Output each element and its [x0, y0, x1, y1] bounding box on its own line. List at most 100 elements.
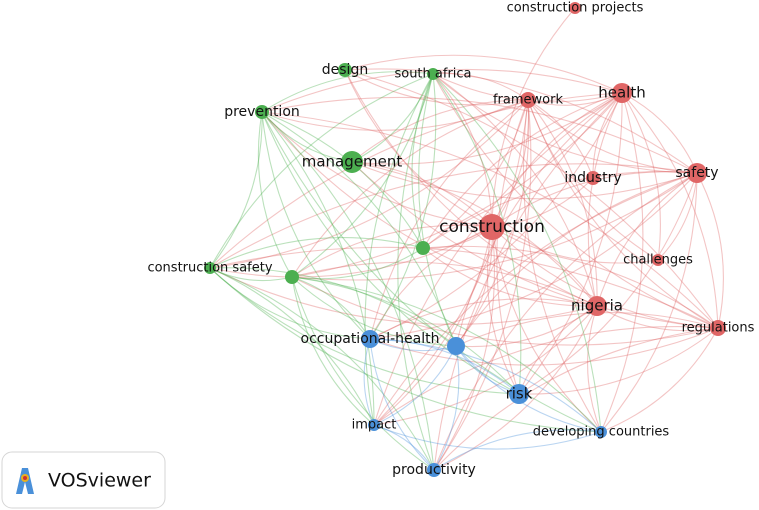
- node: [687, 163, 707, 183]
- node: [479, 214, 505, 240]
- edge: [587, 92, 623, 307]
- edge: [209, 267, 375, 426]
- edge: [209, 267, 457, 347]
- edge: [587, 305, 602, 433]
- logo-icon-core: [23, 476, 27, 480]
- node: [427, 463, 441, 477]
- edge: [496, 99, 529, 395]
- edge: [291, 224, 493, 278]
- node-label: safety: [675, 165, 718, 181]
- edge: [422, 247, 598, 307]
- node-label: challenges: [623, 253, 693, 268]
- edge: [291, 276, 435, 471]
- edge: [373, 172, 698, 426]
- edge: [344, 54, 623, 94]
- edge: [432, 73, 598, 307]
- edge: [373, 345, 457, 426]
- node-label: design: [322, 62, 368, 78]
- edge: [433, 99, 532, 471]
- edge: [261, 111, 457, 347]
- edge: [432, 73, 493, 228]
- edge: [455, 312, 719, 347]
- edge: [209, 267, 293, 282]
- edge: [369, 298, 598, 340]
- edge: [422, 92, 623, 249]
- node: [509, 384, 529, 404]
- edge: [455, 172, 698, 347]
- edge: [418, 73, 457, 347]
- edge: [433, 172, 698, 471]
- edge: [433, 226, 496, 471]
- edge: [491, 99, 530, 228]
- edge: [455, 92, 623, 347]
- edge: [369, 338, 602, 433]
- edge: [363, 338, 375, 426]
- edge: [433, 345, 460, 471]
- edge: [209, 246, 719, 329]
- edge: [527, 99, 594, 179]
- edge: [209, 267, 435, 471]
- edge: [209, 92, 623, 269]
- edge: [491, 92, 623, 228]
- edge: [261, 99, 529, 131]
- edge: [455, 99, 530, 347]
- node: [416, 241, 430, 255]
- edge: [291, 172, 698, 281]
- edge: [261, 111, 371, 340]
- node-label: occupational-health: [301, 331, 440, 347]
- edge: [527, 99, 598, 307]
- node: [595, 426, 607, 438]
- edge: [291, 276, 457, 347]
- edge: [209, 226, 493, 278]
- edge: [261, 111, 375, 426]
- node-label: management: [302, 153, 403, 171]
- edge: [486, 226, 520, 395]
- node: [710, 320, 726, 336]
- node: [368, 419, 380, 431]
- edge: [433, 429, 602, 471]
- edge: [344, 69, 719, 329]
- edge: [209, 111, 263, 269]
- edge: [373, 424, 602, 450]
- edge: [373, 305, 598, 426]
- edge: [600, 327, 719, 433]
- edge: [621, 92, 719, 329]
- node: [341, 151, 363, 173]
- edge: [369, 172, 698, 340]
- edge: [373, 92, 623, 426]
- edge: [209, 99, 529, 269]
- node-label: construction projects: [507, 1, 644, 16]
- node: [361, 330, 379, 348]
- edge: [696, 172, 724, 329]
- edge: [369, 226, 493, 340]
- node-label: regulations: [682, 321, 755, 336]
- edge: [351, 73, 434, 163]
- edge: [369, 338, 457, 352]
- logo[interactable]: VOSviewer: [1, 451, 166, 509]
- edge: [364, 73, 434, 426]
- node: [652, 254, 664, 266]
- edge: [291, 261, 598, 307]
- edge: [351, 92, 623, 165]
- edge: [291, 276, 520, 395]
- node-label: south africa: [394, 67, 471, 82]
- edge: [344, 68, 698, 174]
- edges: [209, 7, 724, 471]
- node: [569, 2, 581, 14]
- edge: [491, 226, 659, 264]
- edge: [369, 338, 520, 395]
- node: [285, 270, 299, 284]
- node-label: impact: [352, 418, 397, 433]
- edge: [455, 226, 493, 347]
- edge: [209, 267, 602, 433]
- edge: [397, 73, 435, 471]
- node-label: industry: [564, 170, 621, 186]
- edge: [422, 99, 529, 249]
- edge: [261, 111, 435, 471]
- edge: [432, 72, 529, 101]
- edge: [291, 73, 434, 278]
- edge: [373, 99, 529, 426]
- edge: [209, 267, 371, 340]
- edge: [257, 111, 293, 278]
